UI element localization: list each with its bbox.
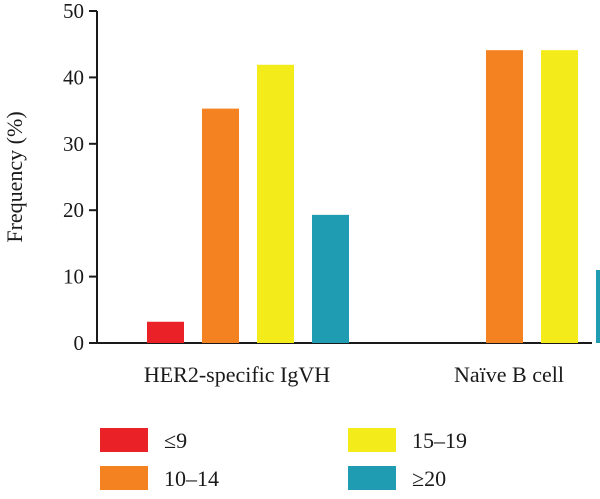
legend-label: ≥20 [412, 466, 446, 491]
bar [257, 64, 294, 343]
bar [202, 108, 239, 343]
bar [541, 50, 578, 344]
y-ticks: 0 10 20 30 40 50 [63, 0, 97, 355]
y-tick-label: 20 [63, 198, 84, 222]
y-tick-label: 10 [63, 265, 84, 289]
bar [486, 50, 523, 344]
y-axis-title: Frequency (%) [2, 111, 27, 242]
bar [312, 214, 349, 343]
y-tick-label: 0 [74, 331, 85, 355]
y-tick-label: 40 [63, 65, 84, 89]
category-labels: HER2-specific IgVH Naïve B cell [144, 362, 564, 387]
legend-swatch [348, 466, 396, 490]
bars [147, 50, 600, 344]
bar [596, 269, 600, 343]
legend-label: ≤9 [164, 428, 187, 453]
legend-swatch [348, 428, 396, 452]
bar [147, 321, 184, 343]
legend-label: 10–14 [164, 466, 219, 491]
y-tick-label: 50 [63, 0, 84, 23]
y-tick-label: 30 [63, 132, 84, 156]
legend-label: 15–19 [412, 428, 467, 453]
legend-swatch [100, 466, 148, 490]
legend-swatch [100, 428, 148, 452]
legend: ≤9 10–14 15–19 ≥20 [100, 428, 467, 491]
x-category-label: Naïve B cell [454, 362, 564, 387]
x-category-label: HER2-specific IgVH [144, 362, 330, 387]
